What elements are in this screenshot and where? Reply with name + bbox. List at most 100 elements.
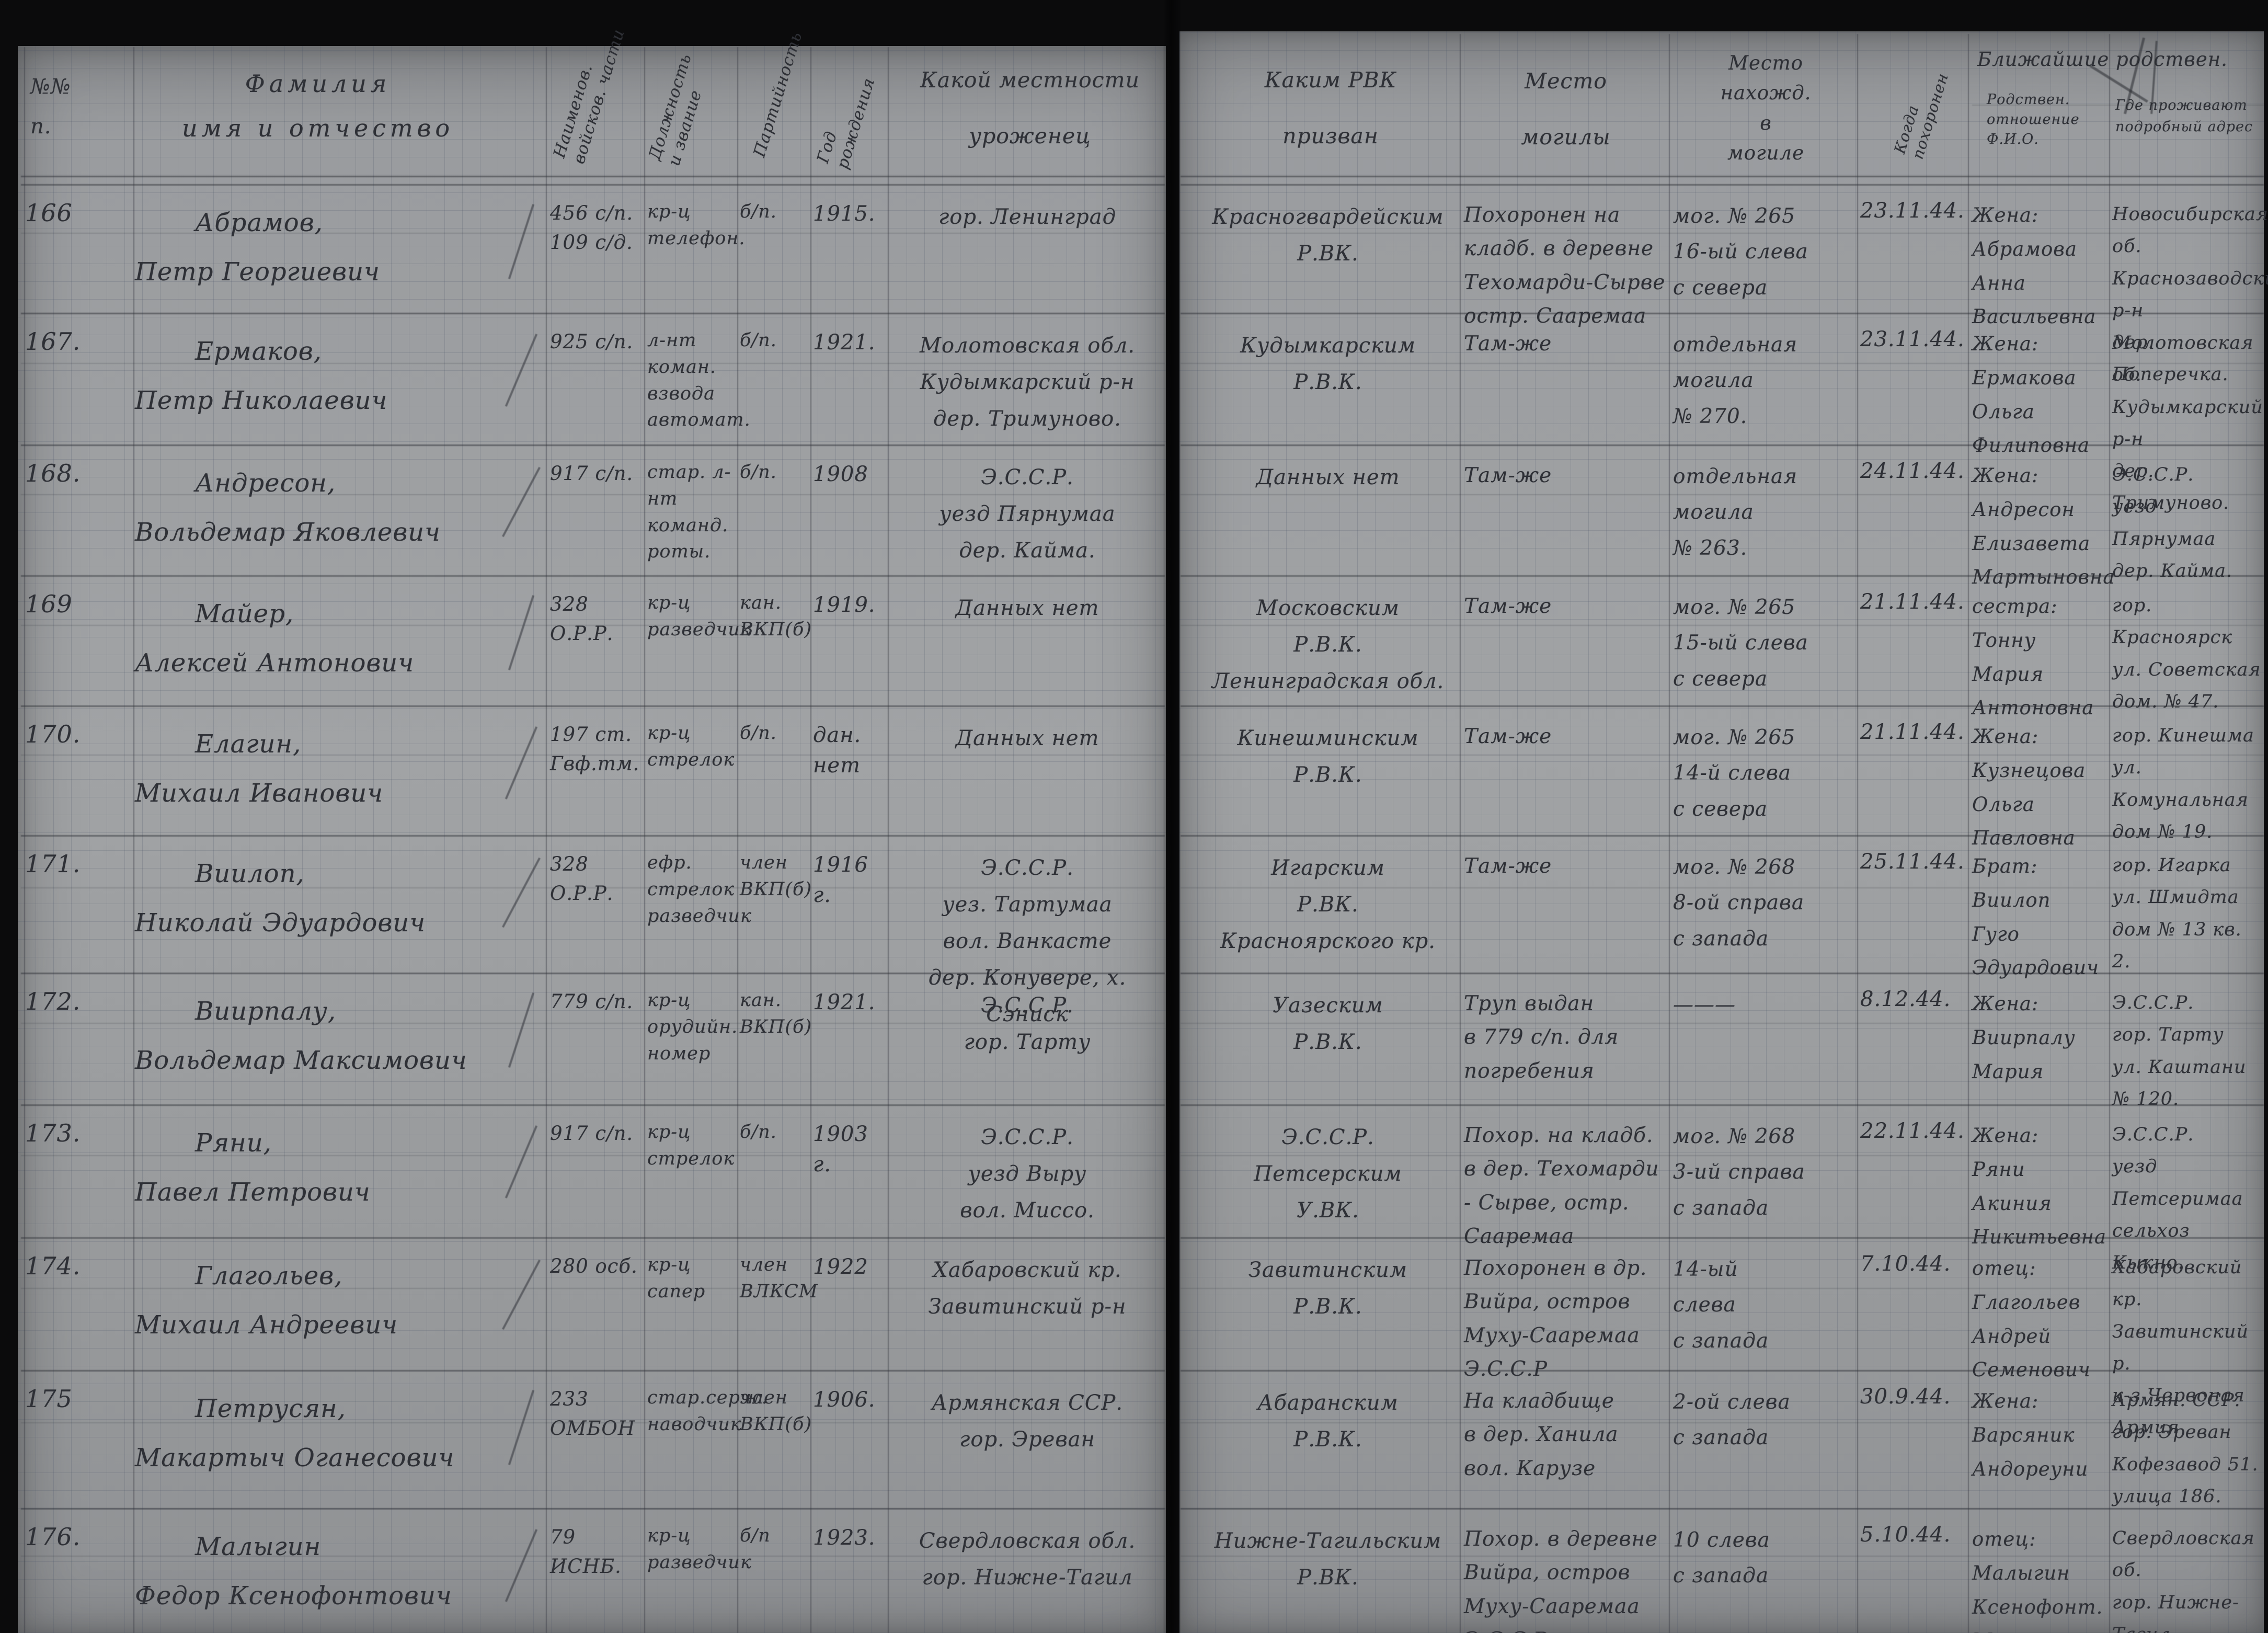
cell-party: член ВЛКСМ <box>740 1254 818 1302</box>
cell-year: 1903 г. <box>813 1122 868 1177</box>
cell-unit: 925 с/п. <box>550 330 634 353</box>
cell-address: Молотовская об. Кудымкарский р-н дер. Тр… <box>2112 333 2263 514</box>
cell-name: Елагин, Михаил Иванович <box>135 729 384 808</box>
cell-birthplace: Молотовская обл. Кудымкарский р-н дер. Т… <box>920 334 1135 431</box>
cell-grave: Там-же <box>1464 464 1552 487</box>
cell-gravepos: отдельная могила № 263. <box>1673 465 1798 560</box>
page-gutter-shadow <box>1163 0 1181 1633</box>
cell-rank: стар. л-нт команд. роты. <box>647 462 731 563</box>
column-divider <box>1857 34 1858 1633</box>
row-divider <box>1181 1104 2264 1106</box>
cell-no: 168. <box>25 459 81 487</box>
row-divider <box>21 973 1165 974</box>
cell-no: 166 <box>25 199 73 227</box>
cell-no: 169 <box>25 590 73 618</box>
cell-unit: 79 ИСНБ. <box>550 1526 622 1578</box>
cell-no: 170. <box>25 720 81 748</box>
cell-rank: л-нт коман. взвода автомат. <box>647 330 751 431</box>
cell-no: 167. <box>25 327 81 356</box>
cell-no: 175 <box>25 1385 73 1413</box>
cell-rvk: Кудымкарским Р.В.К. <box>1240 334 1416 394</box>
cell-relative: Жена: Виирпалу Мария <box>1972 992 2076 1083</box>
cell-year: 1921. <box>813 330 876 355</box>
cell-date: 8.12.44. <box>1860 987 1951 1011</box>
header-birthplace: Какой местности уроженец <box>920 67 1140 149</box>
row-divider <box>1181 313 2264 314</box>
cell-rvk: Уазеским Р.В.К. <box>1273 993 1383 1054</box>
cell-year: 1915. <box>813 202 876 226</box>
cell-name: Малыгин Федор Ксенофонтович <box>135 1532 452 1611</box>
row-divider <box>1181 1237 2264 1239</box>
cell-date: 5.10.44. <box>1860 1523 1951 1547</box>
cell-date: 7.10.44. <box>1860 1252 1951 1276</box>
cell-party: б/п. <box>740 723 777 744</box>
cell-party: член ВКП(б) <box>740 852 812 900</box>
cell-unit: 456 с/п. 109 с/д. <box>550 202 634 254</box>
row-divider <box>21 494 1165 495</box>
cell-rvk: Данных нет <box>1256 465 1400 489</box>
column-divider <box>644 47 645 1633</box>
cell-year: 1923. <box>813 1526 876 1550</box>
cell-gravepos: 2-ой слева с запада <box>1673 1390 1791 1450</box>
cell-date: 24.11.44. <box>1860 459 1965 483</box>
row-divider <box>21 444 1165 446</box>
cell-address: гор. Игарка ул. Шмидта дом № 13 кв. 2. <box>2112 855 2242 972</box>
cell-grave: Похор. на кладб. в дер. Техомарди - Сырв… <box>1464 1124 1659 1249</box>
header-name: Фамилия имя и отчество <box>181 70 454 143</box>
cell-relative: отец: Глагольев Андрей Семенович <box>1972 1257 2091 1381</box>
cell-unit: 779 с/п. <box>550 990 634 1013</box>
cell-address: гор. Кинешма ул. Комунальная дом № 19. <box>2112 725 2254 842</box>
cell-rvk: Завитинским Р.В.К. <box>1248 1258 1408 1319</box>
row-divider <box>21 184 1165 186</box>
cell-year: 1919. <box>813 593 876 617</box>
cell-birthplace: Э.С.С.Р. уезд Выру вол. Миссо. <box>960 1125 1095 1223</box>
cell-address: Э.С.С.Р. уезд Пярнумаа дер. Кайма. <box>2112 464 2233 581</box>
cell-gravepos: 10 слева с запада <box>1673 1528 1770 1588</box>
row-divider <box>21 233 1165 234</box>
page-left <box>18 46 1166 1633</box>
cell-rank: ефр. стрелок разведчик <box>647 852 752 927</box>
row-divider <box>1181 887 2264 888</box>
cell-party: б/п. <box>740 201 777 222</box>
cell-party: б/п. <box>740 1122 777 1143</box>
row-divider <box>21 1556 1165 1557</box>
cell-relative: Жена: Кузнецова Ольга Павловна <box>1972 725 2086 850</box>
cell-gravepos: мог. № 265 14-й слева с севера <box>1673 726 1796 821</box>
row-divider <box>1181 184 2264 186</box>
cell-unit: 917 с/п. <box>550 1122 634 1145</box>
cell-unit: 328 О.Р.Р. <box>550 853 614 905</box>
row-divider <box>1181 755 2264 756</box>
cell-rvk: Красногвардейским Р.ВК. <box>1212 205 1444 266</box>
column-divider <box>546 47 547 1633</box>
row-divider <box>1181 176 2264 177</box>
cell-address: Хабаровский кр. Завитинский р. к-з Черво… <box>2112 1257 2249 1438</box>
cell-rvk: Кинешминским Р.В.К. <box>1237 726 1419 787</box>
cell-unit: 917 с/п. <box>550 462 634 485</box>
cell-gravepos: 14-ый слева с запада <box>1673 1258 1769 1353</box>
cell-address: гор. Красноярск ул. Советская дом. № 47. <box>2112 595 2261 712</box>
cell-rvk: Московским Р.В.К. Ленинградская обл. <box>1211 596 1445 693</box>
column-divider <box>2109 34 2110 1633</box>
cell-address: Новосибирская об. Краснозаводский р-н де… <box>2112 204 2268 385</box>
row-divider <box>1972 105 2264 106</box>
cell-grave: Там-же <box>1464 854 1552 878</box>
row-divider <box>21 1422 1165 1423</box>
row-divider <box>21 575 1165 577</box>
graph-grid <box>18 46 1166 1633</box>
row-divider <box>1181 705 2264 707</box>
header-grave-position: Место нахожд. в могиле <box>1720 52 1812 165</box>
cell-date: 23.11.44. <box>1860 327 1965 351</box>
row-divider <box>1181 625 2264 626</box>
cell-year: 1922 <box>813 1255 868 1279</box>
cell-relative: отец: Малыгин Ксенофонт. Макарович <box>1972 1528 2103 1633</box>
row-divider <box>21 625 1165 626</box>
cell-grave: Похоронен в др. Вийра, остров Муху-Сааре… <box>1464 1257 1647 1381</box>
cell-birthplace: Армянская ССР. гор. Эреван <box>931 1391 1124 1452</box>
cell-grave: Там-же <box>1464 725 1552 748</box>
cell-party: б/п <box>740 1525 771 1546</box>
cell-gravepos: мог. № 268 3-ий справа с запада <box>1673 1125 1805 1220</box>
row-divider <box>1181 233 2264 234</box>
cell-rank: кр-ц орудийн. номер <box>647 990 738 1064</box>
row-divider <box>21 1370 1165 1372</box>
row-divider <box>21 176 1165 177</box>
